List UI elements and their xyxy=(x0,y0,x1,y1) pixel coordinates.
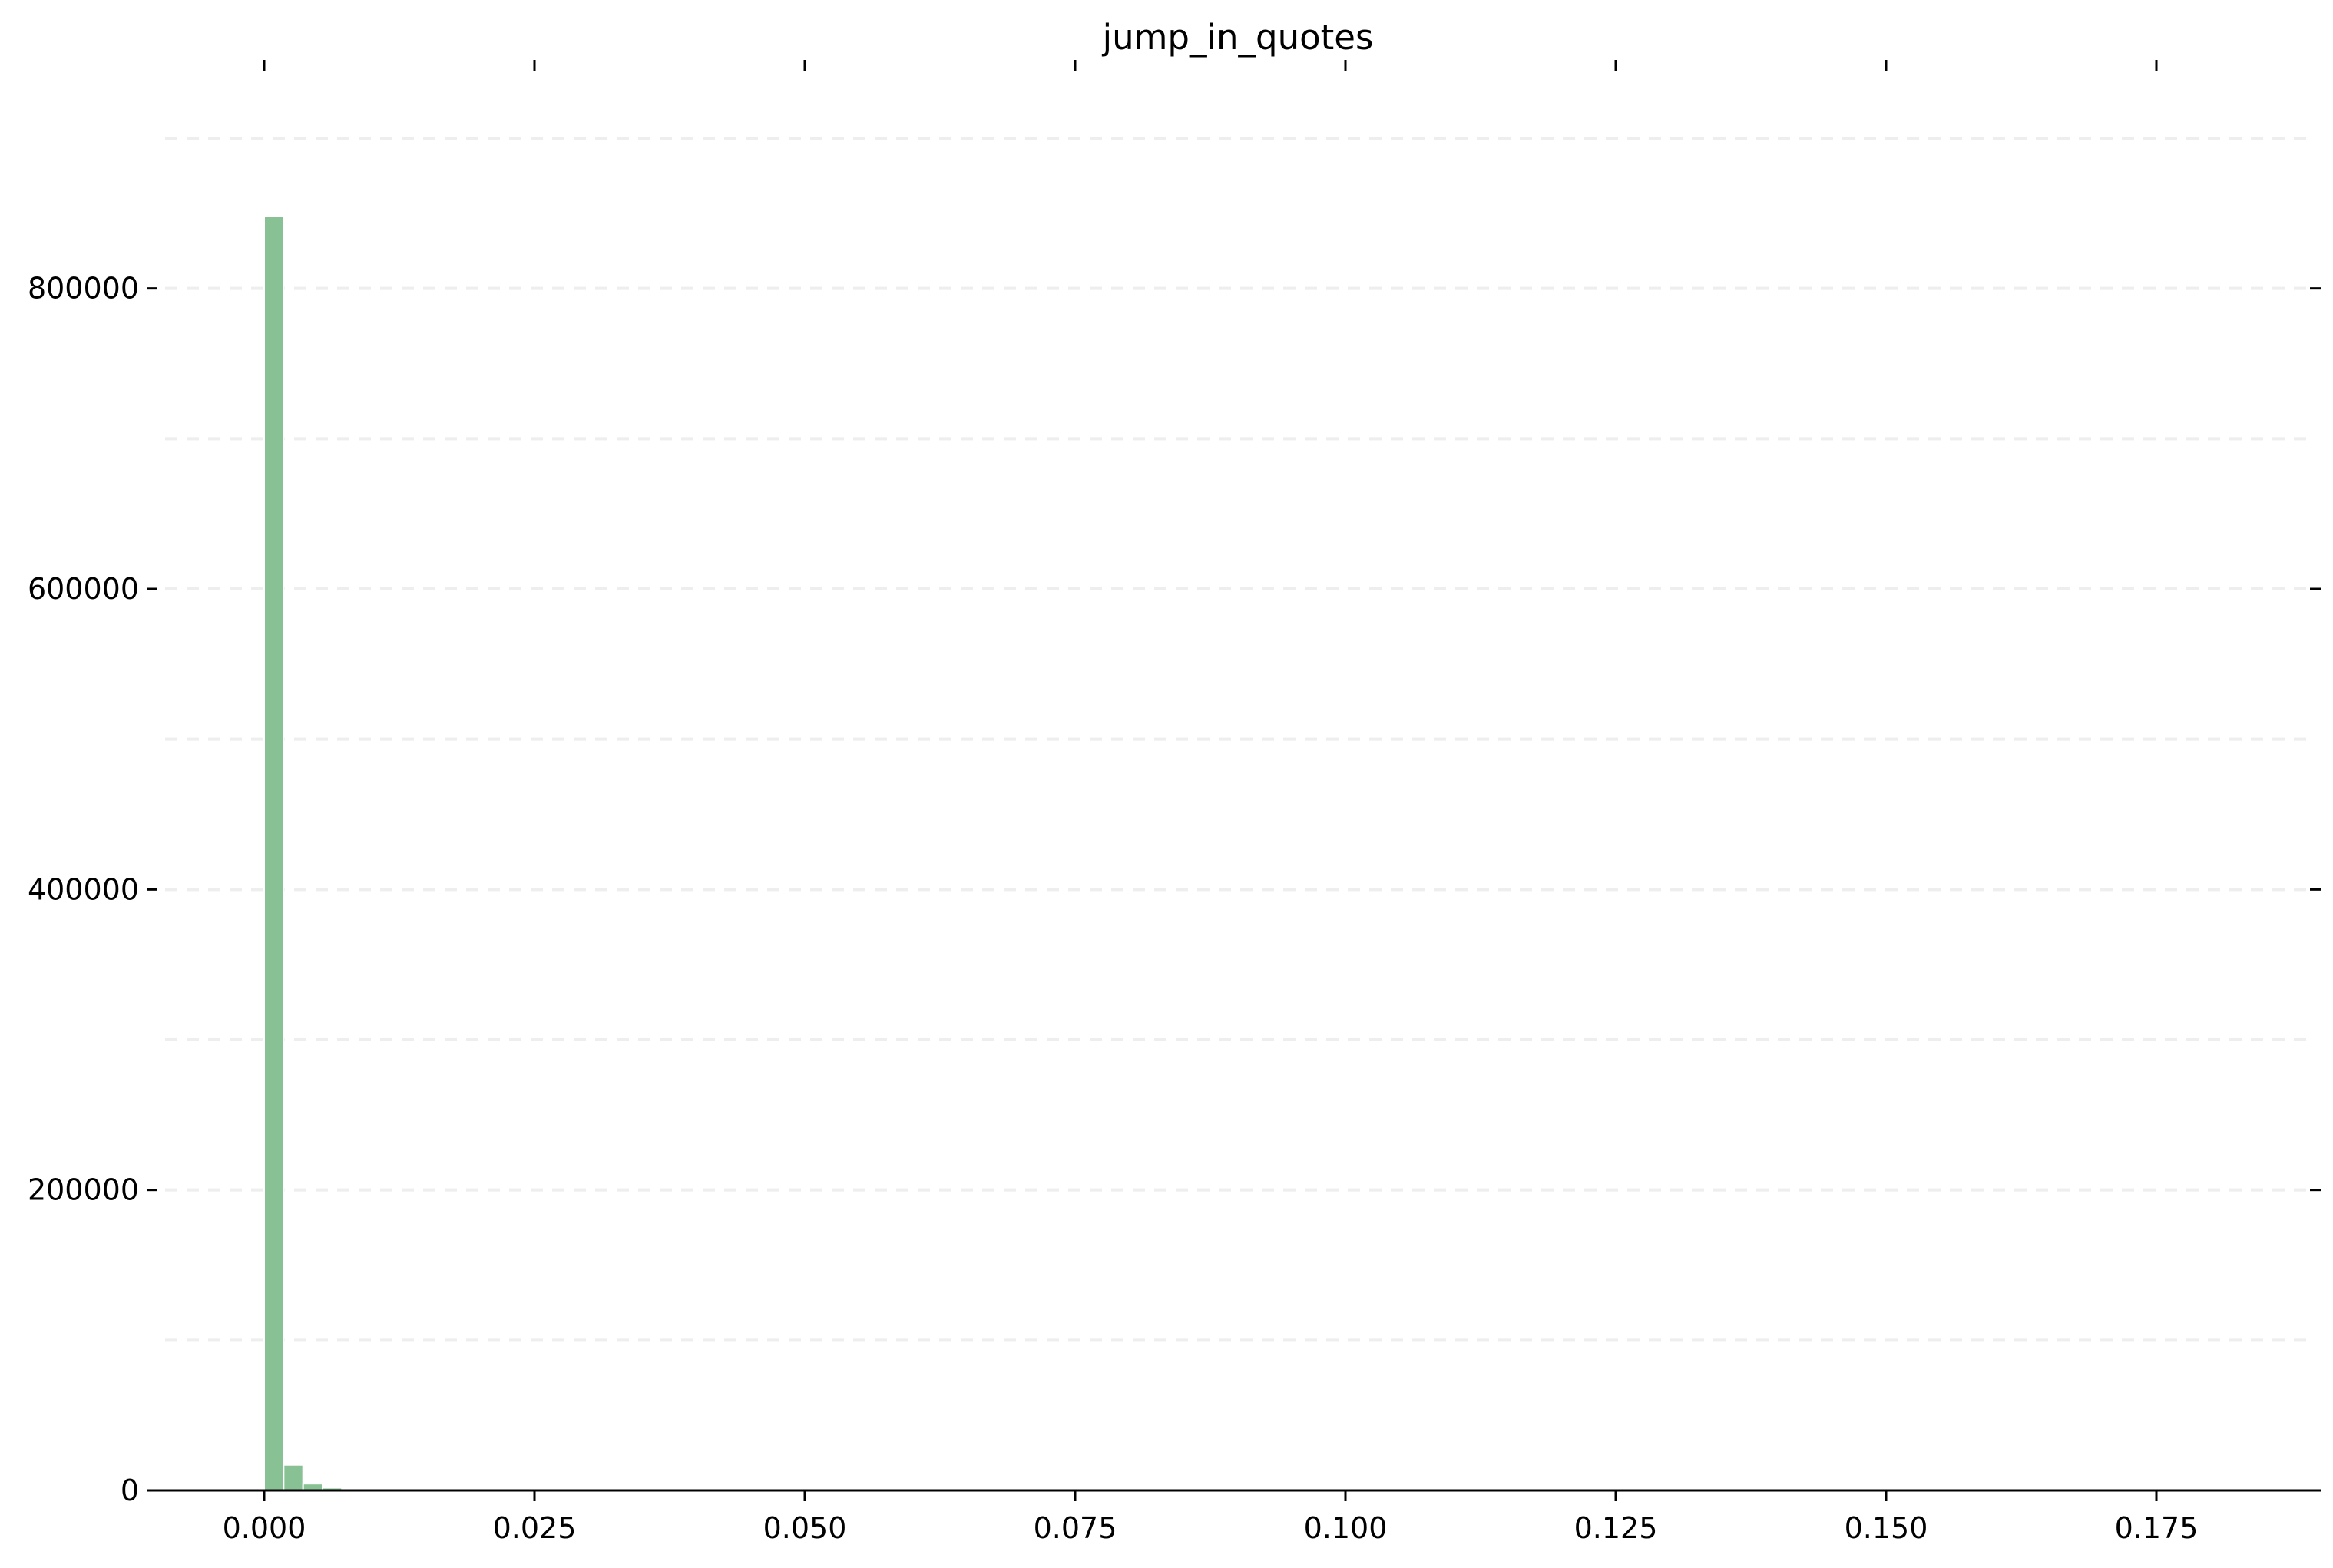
x-tick-label: 0.175 xyxy=(2115,1511,2199,1545)
x-tick-label: 0.150 xyxy=(1845,1511,1928,1545)
x-tick-label: 0.025 xyxy=(493,1511,577,1545)
x-tick-label: 0.100 xyxy=(1304,1511,1388,1545)
x-tick-label: 0.125 xyxy=(1574,1511,1658,1545)
y-tick-label: 400000 xyxy=(28,872,139,906)
axis-layer: 0.000 0.025 0.050 0.075 0.100 0.125 0.150 0.175… xyxy=(28,60,2321,1545)
grid-layer xyxy=(165,137,2308,1342)
x-tick-label: 0.000 xyxy=(223,1511,306,1545)
bars-layer xyxy=(263,215,382,1492)
y-tick-label: 0 xyxy=(121,1474,139,1507)
y-tick-label: 600000 xyxy=(28,572,139,606)
histogram-bar xyxy=(283,1464,304,1492)
histogram-bar xyxy=(263,215,285,1491)
x-tick-label: 0.050 xyxy=(763,1511,847,1545)
y-tick-label: 200000 xyxy=(28,1173,139,1207)
y-tick-label: 800000 xyxy=(28,272,139,306)
chart-title: jump_in_quotes xyxy=(1102,17,1374,58)
x-tick-label: 0.075 xyxy=(1034,1511,1117,1545)
